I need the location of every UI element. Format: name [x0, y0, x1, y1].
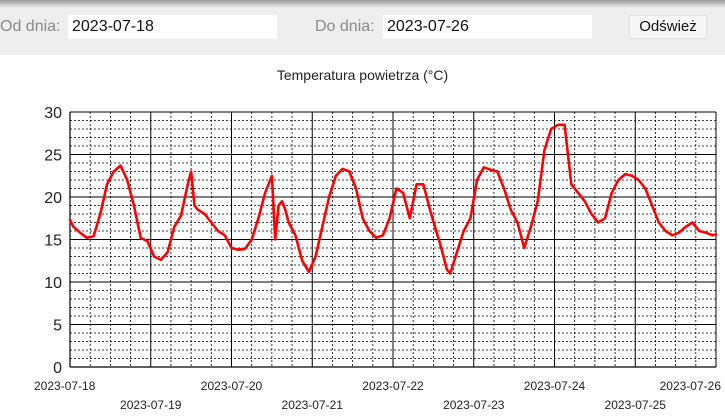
chart-title: Temperatura powietrza (°C) — [276, 67, 449, 83]
x-tick-label: 2023-07-24 — [524, 379, 586, 393]
from-date-input[interactable] — [68, 15, 277, 39]
y-tick-label: 0 — [53, 360, 62, 377]
y-tick-label: 10 — [44, 275, 62, 292]
x-tick-label: 2023-07-18 — [34, 379, 96, 393]
temperature-series-line — [68, 123, 718, 275]
y-tick-label: 20 — [44, 190, 62, 207]
filter-bar: Od dnia: Do dnia: Odśwież — [0, 0, 725, 55]
to-date-input[interactable] — [383, 15, 592, 39]
x-tick-label: 2023-07-23 — [443, 398, 505, 412]
y-tick-label: 15 — [44, 233, 62, 250]
to-date-label: Do dnia: — [315, 18, 375, 35]
x-tick-label: 2023-07-19 — [120, 398, 182, 412]
x-tick-label: 2023-07-26 — [660, 379, 722, 393]
top-shadow — [0, 0, 725, 8]
x-tick-label: 2023-07-21 — [282, 398, 344, 412]
y-tick-label: 5 — [53, 318, 62, 335]
y-tick-label: 25 — [44, 148, 62, 165]
x-tick-label: 2023-07-25 — [605, 398, 667, 412]
refresh-button[interactable]: Odśwież — [629, 15, 707, 39]
x-tick-label: 2023-07-22 — [362, 379, 424, 393]
from-date-label: Od dnia: — [0, 18, 61, 35]
x-tick-label: 2023-07-20 — [201, 379, 263, 393]
y-tick-label: 30 — [44, 105, 62, 122]
